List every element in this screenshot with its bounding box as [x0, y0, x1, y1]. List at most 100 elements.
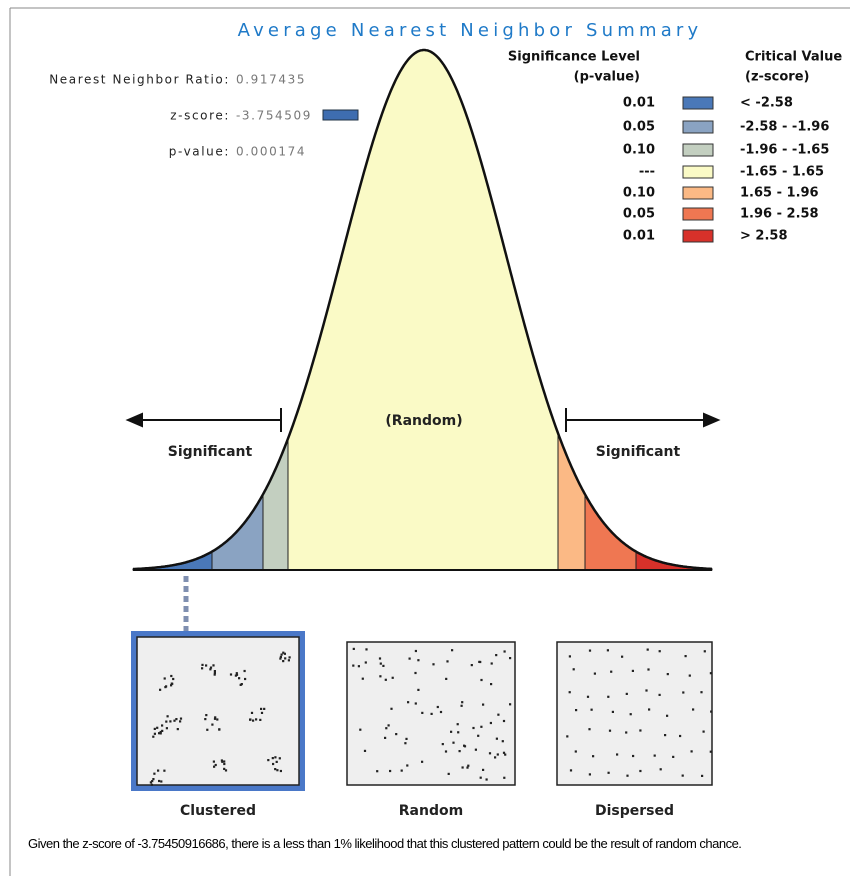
legend-z: > 2.58 [740, 229, 788, 244]
dot [621, 656, 623, 658]
dot [282, 660, 284, 662]
dot [421, 761, 423, 763]
dot [626, 775, 628, 777]
dot [358, 665, 360, 667]
dot [502, 740, 504, 742]
dot [479, 661, 481, 663]
legend-p: 0.01 [623, 229, 655, 244]
dot [486, 778, 488, 780]
stat-value: 0.917435 [236, 73, 306, 87]
dot [392, 677, 394, 679]
dot [223, 763, 225, 765]
dot [284, 657, 286, 659]
dot [164, 677, 166, 679]
dot [503, 777, 505, 779]
dot [404, 742, 406, 744]
dot [482, 704, 484, 706]
dot [163, 770, 165, 772]
dot [170, 684, 172, 686]
dot [201, 667, 203, 669]
dot [448, 773, 450, 775]
dot [267, 759, 269, 761]
dot [701, 775, 703, 777]
pattern-box [137, 637, 299, 785]
dot [201, 664, 203, 666]
dot [451, 649, 453, 651]
dot [214, 718, 216, 720]
dot [206, 729, 208, 731]
dot [169, 720, 171, 722]
dot [610, 671, 612, 673]
dot [395, 733, 397, 735]
dot [647, 649, 649, 651]
dot [589, 773, 591, 775]
dot [459, 750, 461, 752]
dot [645, 689, 647, 691]
dot [495, 654, 497, 656]
dot [205, 714, 207, 716]
dot [170, 675, 172, 677]
dot [704, 650, 706, 652]
caption: Given the z-score of -3.75450916686, the… [28, 836, 828, 852]
dot [251, 712, 253, 714]
legend-z: -1.96 - -1.65 [740, 143, 829, 158]
dot [457, 731, 459, 733]
dot [276, 769, 278, 771]
dot [215, 764, 217, 766]
legend-p: 0.10 [623, 143, 655, 158]
dot [223, 760, 225, 762]
dot [490, 683, 492, 685]
dot [703, 731, 705, 733]
dot [660, 768, 662, 770]
dot [158, 780, 160, 782]
dot [432, 663, 434, 665]
dot [249, 718, 251, 720]
dot [177, 728, 179, 730]
dot [659, 694, 661, 696]
dot [503, 752, 505, 754]
legend-z: 1.65 - 1.96 [740, 186, 819, 201]
dot [160, 780, 162, 782]
dot [667, 673, 669, 675]
dot [154, 733, 156, 735]
dot [260, 708, 262, 710]
legend-swatch [683, 144, 713, 156]
dot [462, 766, 464, 768]
dot [497, 753, 499, 755]
dot [467, 765, 469, 767]
dot [161, 724, 163, 726]
dot [480, 777, 482, 779]
stat-label: Nearest Neighbor Ratio: [49, 73, 230, 87]
stat-value: -3.754509 [236, 109, 312, 123]
dot [609, 730, 611, 732]
dot [221, 759, 223, 761]
pattern-label: Dispersed [595, 803, 674, 819]
dot [710, 711, 712, 713]
dot [204, 718, 206, 720]
dot [496, 738, 498, 740]
dot [509, 703, 511, 705]
dot [156, 727, 158, 729]
dot [153, 773, 155, 775]
dot [457, 723, 459, 725]
dot [415, 650, 417, 652]
dot [417, 689, 419, 691]
dot [475, 749, 477, 751]
legend-swatch [683, 230, 713, 242]
significant-right: Significant [596, 444, 681, 460]
dot [167, 715, 169, 717]
legend-z: < -2.58 [740, 96, 793, 111]
stat-label: z-score: [170, 109, 230, 123]
dot [570, 769, 572, 771]
dot [409, 658, 411, 660]
dot [575, 750, 577, 752]
dot [380, 663, 382, 665]
dot [442, 743, 444, 745]
dot [151, 784, 153, 786]
dot [450, 731, 452, 733]
dot [376, 770, 378, 772]
dot [405, 738, 407, 740]
dot [592, 755, 594, 757]
dot [255, 718, 257, 720]
dot [414, 672, 416, 674]
